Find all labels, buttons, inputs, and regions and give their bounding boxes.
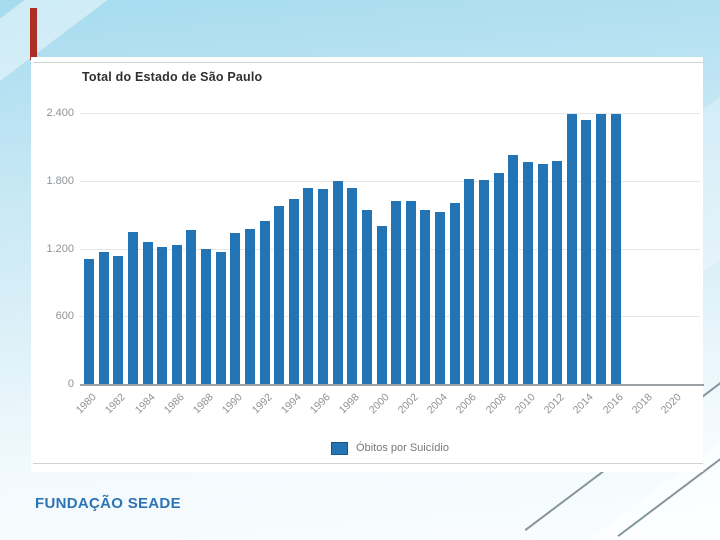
gridline-1.200 <box>80 248 700 250</box>
bar-1999 <box>361 210 372 384</box>
bar-1998 <box>347 187 358 384</box>
bar-2012 <box>552 160 563 384</box>
bar-2014 <box>581 120 592 384</box>
legend-color-swatch <box>331 441 349 455</box>
bar-1996 <box>318 188 329 384</box>
gridline-600 <box>80 316 700 318</box>
chart-top-border <box>33 62 703 63</box>
bar-2003 <box>420 210 431 384</box>
y-tick-600: 600 <box>55 310 74 323</box>
bar-1994 <box>288 198 299 384</box>
slide-footer-text: FUNDAÇÃO SEADE <box>35 495 181 512</box>
y-tick-0: 0 <box>67 378 74 390</box>
bar-2000 <box>376 226 387 384</box>
chart-bottom-border <box>33 463 703 464</box>
y-tick-1.200: 1.200 <box>46 242 74 255</box>
bar-1985 <box>157 247 168 384</box>
legend-label: Óbitos por Suicídio <box>356 442 449 454</box>
bar-2005 <box>449 203 460 384</box>
chart-legend: Óbitos por Suicídio <box>80 440 700 456</box>
bar-2004 <box>435 212 446 384</box>
y-tick-2.400: 2.400 <box>46 107 74 119</box>
gridline-1.800 <box>80 180 700 182</box>
bar-1981 <box>98 251 109 384</box>
bar-1982 <box>113 256 124 384</box>
bar-1984 <box>142 241 153 384</box>
red-accent-bar <box>30 8 37 60</box>
x-axis-baseline <box>80 384 704 386</box>
bar-2006 <box>464 179 475 384</box>
bar-1980 <box>84 258 94 384</box>
bar-1995 <box>303 188 314 384</box>
bar-1986 <box>171 245 182 384</box>
bar-2008 <box>493 172 504 384</box>
bar-1983 <box>127 232 138 384</box>
bar-2011 <box>537 164 548 384</box>
bar-2013 <box>566 113 577 384</box>
bar-1988 <box>201 249 212 384</box>
bar-1991 <box>244 229 255 384</box>
bar-2015 <box>596 113 607 384</box>
bar-2007 <box>479 179 489 384</box>
gridline-2.400 <box>80 113 700 114</box>
bar-2002 <box>405 200 416 384</box>
bar-1987 <box>186 230 197 384</box>
y-tick-1.800: 1.800 <box>46 174 74 187</box>
bar-1992 <box>259 221 270 384</box>
bar-2009 <box>508 154 519 384</box>
chart-title: Total do Estado de São Paulo <box>82 70 263 84</box>
bar-2010 <box>522 162 533 384</box>
bar-1989 <box>215 252 226 384</box>
bar-2016 <box>610 114 621 384</box>
bar-1993 <box>274 206 285 384</box>
bar-1990 <box>230 233 241 384</box>
bar-1997 <box>332 180 343 384</box>
bar-2001 <box>391 201 402 384</box>
